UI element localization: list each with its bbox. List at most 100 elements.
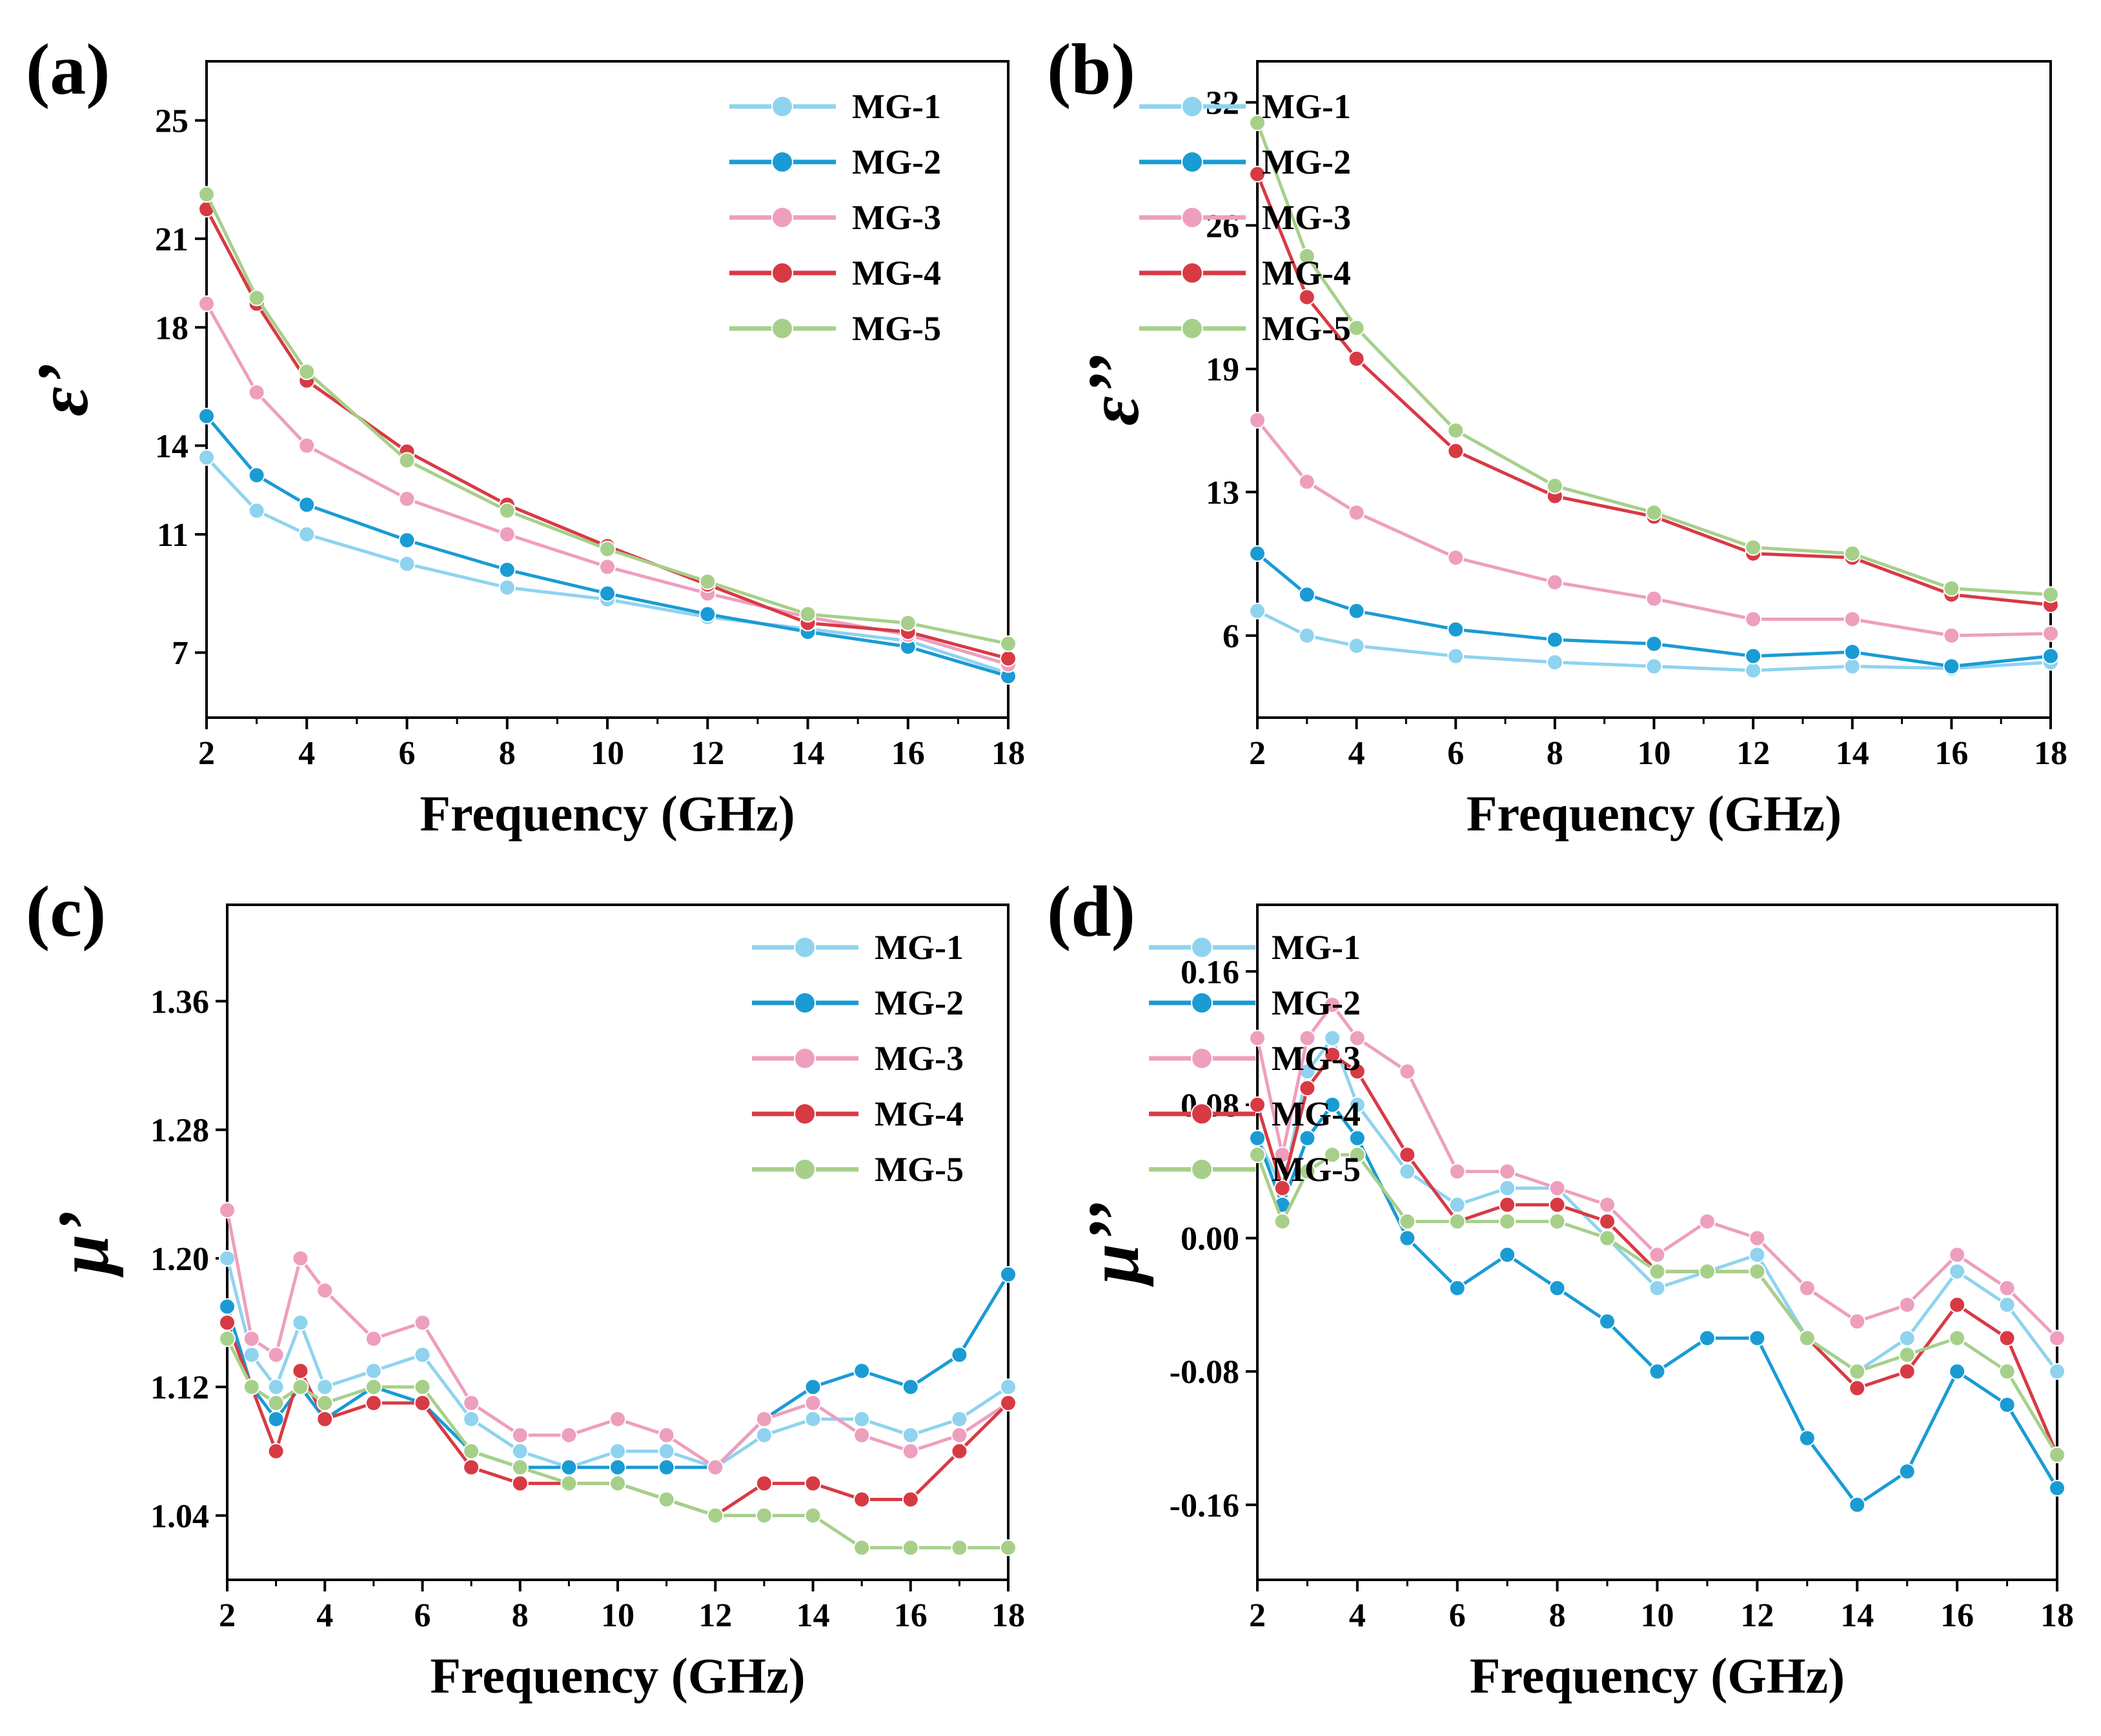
data-point bbox=[699, 605, 716, 623]
legend-label: MG-3 bbox=[1262, 198, 1351, 237]
data-point bbox=[1546, 654, 1563, 671]
data-point bbox=[198, 449, 215, 466]
data-point bbox=[1298, 627, 1315, 644]
data-point bbox=[1348, 350, 1365, 367]
data-point bbox=[463, 1410, 480, 1428]
legend-label: MG-2 bbox=[852, 143, 941, 181]
y-axis-label: μ’ bbox=[44, 1210, 124, 1278]
data-point bbox=[1998, 1329, 2016, 1347]
x-tick-label: 6 bbox=[414, 1597, 431, 1634]
x-tick-label: 14 bbox=[1836, 735, 1869, 772]
data-point bbox=[1749, 1246, 1766, 1264]
legend: MG-1 MG-2 MG-3 MG-4 MG-5 bbox=[1139, 87, 1351, 348]
x-tick-label: 10 bbox=[1641, 1597, 1674, 1634]
series-line bbox=[1256, 419, 2051, 638]
data-point bbox=[1000, 1378, 1017, 1396]
panel-c: (c) 2 4 6 8 10 12 14 16 18 1.04 1.12 1.20 1.28 1.36 Fre… bbox=[26, 872, 1025, 1704]
data-point bbox=[560, 1458, 578, 1476]
x-tick-label: 4 bbox=[1349, 1597, 1366, 1634]
data-point bbox=[298, 363, 316, 381]
data-point bbox=[365, 1395, 382, 1412]
data-point bbox=[1849, 1363, 1866, 1380]
x-tick-label: 8 bbox=[512, 1597, 529, 1634]
legend-marker bbox=[794, 1103, 816, 1125]
data-point bbox=[1324, 1096, 1341, 1113]
data-point bbox=[1448, 1280, 1466, 1297]
series-mg-3 bbox=[219, 1202, 1017, 1476]
y-tick-label: 0.00 bbox=[1181, 1221, 1239, 1258]
data-point bbox=[1348, 1029, 1366, 1047]
data-point bbox=[1324, 1046, 1341, 1064]
data-point bbox=[1249, 165, 1266, 183]
legend-label: MG-3 bbox=[1272, 1039, 1361, 1078]
y-tick-label: 1.28 bbox=[150, 1113, 209, 1149]
data-point bbox=[599, 540, 616, 558]
data-point bbox=[1745, 661, 1762, 679]
data-point bbox=[498, 502, 516, 520]
data-point bbox=[560, 1426, 578, 1444]
legend-label: MG-4 bbox=[1272, 1095, 1361, 1133]
data-point bbox=[699, 573, 716, 590]
x-tick-label: 14 bbox=[1840, 1597, 1874, 1634]
y-tick-label: 14 bbox=[155, 429, 188, 465]
series-mg-2 bbox=[1249, 1096, 2065, 1513]
data-point bbox=[1843, 611, 1861, 628]
data-point bbox=[902, 1491, 919, 1508]
data-point bbox=[292, 1249, 309, 1267]
data-point bbox=[1645, 504, 1663, 521]
data-point bbox=[1249, 1096, 1266, 1113]
data-point bbox=[658, 1442, 675, 1460]
legend-item: MG-2 bbox=[752, 984, 964, 1022]
data-point bbox=[1447, 422, 1465, 439]
data-point bbox=[1943, 627, 1960, 644]
data-point bbox=[1645, 635, 1663, 652]
data-point bbox=[1649, 1246, 1666, 1264]
y-tick-label: -0.16 bbox=[1170, 1488, 1239, 1524]
series-mg-4 bbox=[1249, 165, 2059, 614]
legend-label: MG-1 bbox=[1272, 928, 1361, 967]
data-point bbox=[414, 1314, 431, 1331]
data-point bbox=[1399, 1063, 1416, 1080]
data-point bbox=[2042, 647, 2059, 665]
legend-label: MG-5 bbox=[1262, 309, 1351, 348]
data-point bbox=[1849, 1313, 1866, 1330]
data-point bbox=[951, 1410, 968, 1428]
series-mg-2 bbox=[198, 407, 1017, 685]
data-point bbox=[198, 186, 215, 203]
data-point bbox=[1348, 602, 1365, 620]
data-point bbox=[1949, 1246, 1966, 1264]
x-tick-label: 16 bbox=[1934, 735, 1968, 772]
data-point bbox=[1274, 1213, 1291, 1230]
data-point bbox=[804, 1378, 822, 1396]
data-point bbox=[658, 1426, 675, 1444]
y-tick-label: 11 bbox=[157, 517, 188, 554]
data-point bbox=[1499, 1180, 1516, 1197]
legend-item: MG-3 bbox=[1149, 1039, 1361, 1078]
panel-a: (a) 2 4 6 8 10 12 14 16 18 7 11 14 18 21 25 Frequency (G… bbox=[23, 30, 1025, 842]
data-point bbox=[511, 1442, 529, 1460]
data-point bbox=[1324, 1146, 1341, 1164]
series-mg-1 bbox=[219, 1249, 1017, 1476]
legend-label: MG-1 bbox=[875, 928, 964, 967]
legend-item: MG-1 bbox=[729, 87, 941, 126]
data-point bbox=[853, 1491, 871, 1508]
data-point bbox=[298, 525, 316, 543]
x-tick-label: 12 bbox=[1736, 735, 1770, 772]
legend-item: MG-4 bbox=[752, 1095, 964, 1133]
panel-label: (a) bbox=[26, 30, 110, 110]
x-axis-label: Frequency (GHz) bbox=[1467, 785, 1842, 842]
legend-item: MG-5 bbox=[729, 309, 941, 348]
data-point bbox=[609, 1458, 626, 1476]
data-point bbox=[1745, 647, 1762, 665]
data-point bbox=[1348, 504, 1365, 521]
data-point bbox=[1399, 1163, 1416, 1180]
data-point bbox=[1645, 590, 1663, 607]
data-point bbox=[463, 1442, 480, 1460]
data-point bbox=[2049, 1363, 2065, 1380]
legend: MG-1 MG-2 MG-3 MG-4 MG-5 bbox=[729, 87, 941, 348]
series-line bbox=[1255, 1036, 2059, 1373]
data-point bbox=[707, 1507, 724, 1524]
series-mg-5 bbox=[1249, 1146, 2065, 1464]
x-tick-label: 2 bbox=[219, 1597, 236, 1634]
data-point bbox=[902, 1539, 919, 1557]
